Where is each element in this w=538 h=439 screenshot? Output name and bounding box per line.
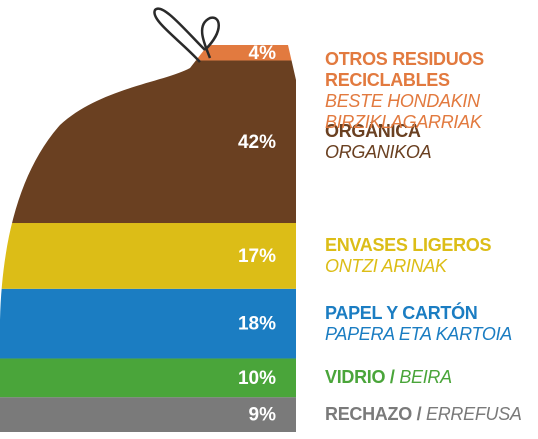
legend-name: OTROS RESIDUOS RECICLABLES (325, 49, 535, 91)
percent-label: 17% (238, 246, 276, 267)
percent-label: 9% (249, 405, 277, 426)
legend-entry: VIDRIO / BEIRA (325, 367, 535, 388)
legend-subname: ORGANIKOA (325, 142, 535, 163)
legend-name: RECHAZO / (325, 404, 421, 424)
percent-label: 10% (238, 368, 276, 389)
infographic: 9% 10% 18% 17% 42% 4% RECHAZO / ERREFUSA VIDRI… (0, 0, 538, 439)
legend-name: VIDRIO / (325, 367, 395, 387)
legend-name: ENVASES LIGEROS (325, 235, 535, 256)
bag-tie (154, 9, 218, 62)
percent-label: 42% (238, 132, 276, 153)
legend-name: PAPEL Y CARTÓN (325, 303, 535, 324)
legend-subname: ONTZI ARINAK (325, 256, 535, 277)
legend-subname: ERREFUSA (426, 404, 522, 424)
legend-subname: BESTE HONDAKIN BIRZIKLAGARRIAK (325, 91, 535, 133)
legend-line: RECHAZO / ERREFUSA (325, 404, 535, 425)
legend-entry: RECHAZO / ERREFUSA (325, 404, 535, 425)
percent-label: 18% (238, 314, 276, 335)
legend-line: VIDRIO / BEIRA (325, 367, 535, 388)
legend-subname: PAPERA ETA KARTOIA (325, 324, 535, 345)
percent-label: 4% (249, 43, 277, 64)
legend-subname: BEIRA (399, 367, 452, 387)
